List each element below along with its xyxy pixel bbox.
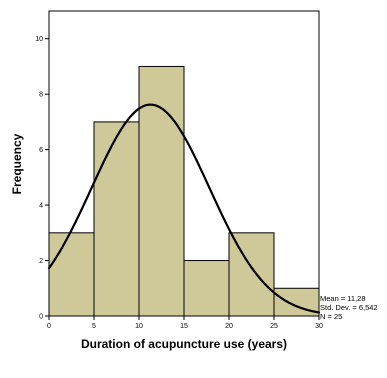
x-tick-label-10: 10: [135, 323, 143, 330]
histogram-bar-10-15: [138, 65, 185, 317]
x-tick-label-20: 20: [225, 323, 233, 330]
stats-std-dev: Std. Dev. = 6,542: [320, 303, 378, 312]
y-tick-label-0: 0: [39, 314, 43, 321]
y-axis-title: Frequency: [10, 133, 24, 194]
x-tick-label-0: 0: [47, 323, 51, 330]
x-tick-label-5: 5: [92, 323, 96, 330]
x-tick-label-30: 30: [315, 323, 323, 330]
normal-curve: [47, 103, 321, 314]
y-tick-label-2: 2: [39, 258, 43, 265]
stats-mean: Mean = 11,28: [320, 294, 366, 303]
x-tick-label-25: 25: [270, 323, 278, 330]
stats-n: N = 25: [320, 312, 342, 321]
histogram-bar-5-10: [93, 121, 140, 317]
y-tick-label-6: 6: [39, 147, 43, 154]
histogram-bar-15-20: [183, 260, 230, 317]
x-tick-label-15: 15: [180, 323, 188, 330]
y-tick-label-10: 10: [35, 36, 43, 43]
histogram-bar-20-25: [228, 232, 275, 317]
x-axis: 0 5 10 15 20 25 30: [47, 316, 323, 330]
y-axis: 0 2 4 6 8 10: [35, 36, 49, 321]
y-tick-label-4: 4: [39, 203, 43, 210]
stats-box: Mean = 11,28 Std. Dev. = 6,542 N = 25: [320, 294, 378, 321]
y-tick-label-8: 8: [39, 92, 43, 99]
histogram-bar-0-5: [48, 232, 95, 317]
x-axis-title: Duration of acupuncture use (years): [81, 337, 287, 351]
